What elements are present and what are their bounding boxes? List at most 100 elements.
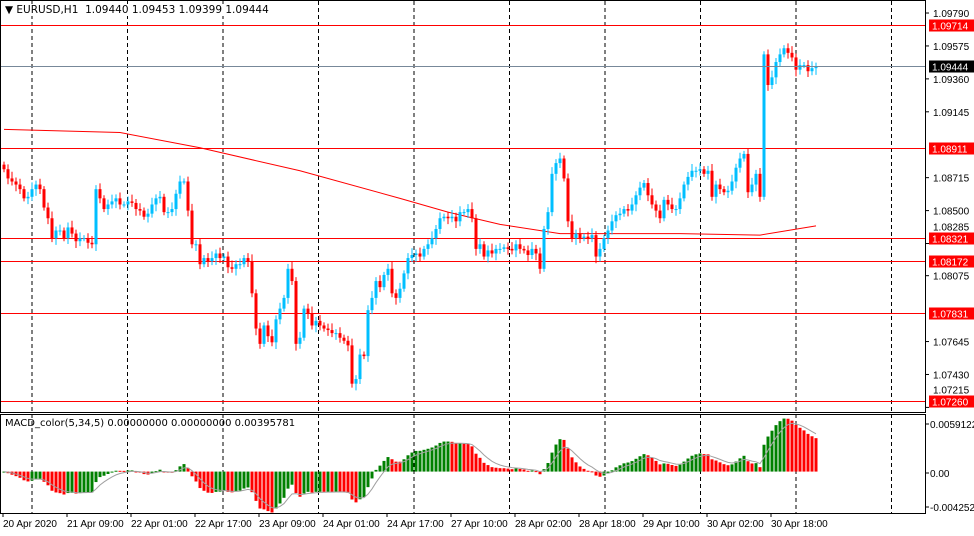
candle-body (122, 204, 126, 206)
collapse-triangle-icon[interactable]: ▼ (5, 4, 14, 16)
candle-body (638, 187, 642, 196)
candle (742, 150, 746, 162)
macd-histogram-bar (206, 471, 210, 493)
time-tick-label: 24 Apr 17:00 (387, 519, 444, 530)
candle (726, 185, 730, 199)
macd-histogram-bar (282, 471, 286, 498)
candle (546, 207, 550, 235)
candle-body (374, 281, 378, 298)
macd-histogram-bar (226, 471, 230, 492)
candle-body (326, 328, 330, 331)
macd-histogram-bar (578, 466, 582, 472)
candle (222, 253, 226, 262)
candle (734, 163, 738, 189)
candle-body (346, 340, 350, 346)
candle-body (530, 248, 534, 256)
candle-body (722, 189, 726, 193)
candle (78, 232, 82, 247)
macd-histogram-bar (770, 430, 774, 472)
candle (106, 199, 110, 215)
candle (134, 198, 138, 216)
macd-histogram-bar (654, 460, 658, 472)
macd-histogram-bar (58, 471, 62, 494)
macd-histogram-bar (458, 443, 462, 472)
candle-body (594, 235, 598, 257)
candle (342, 334, 346, 344)
candle-body (298, 337, 302, 344)
macd-histogram-bar (546, 463, 550, 472)
candle-body (78, 238, 82, 242)
candle-body (234, 264, 238, 269)
candle (46, 202, 50, 225)
candle (322, 322, 326, 332)
candle-body (422, 248, 426, 257)
candle-body (798, 65, 802, 70)
level-price-tag (929, 142, 974, 155)
candle (66, 222, 70, 244)
candle (446, 211, 450, 225)
candle (210, 251, 214, 266)
candle (282, 294, 286, 312)
candle (50, 211, 54, 243)
macd-histogram-bar (258, 471, 262, 509)
candle-body (658, 210, 662, 219)
candle (150, 197, 154, 218)
macd-histogram-bar (82, 471, 86, 493)
macd-histogram-bar (742, 455, 746, 472)
candle-body (474, 218, 478, 249)
candle-body (630, 204, 634, 211)
level-price-label: 1.07260 (932, 398, 969, 409)
candle-body (578, 233, 582, 239)
macd-histogram-bar (634, 458, 638, 472)
candle-body (662, 199, 666, 219)
candle (442, 213, 446, 222)
level-price-label: 1.08911 (932, 145, 968, 156)
macd-histogram-bar (122, 470, 126, 472)
candle (346, 335, 350, 352)
macd-histogram-bar (554, 444, 558, 472)
candle-body (406, 258, 410, 274)
candle-body (566, 178, 570, 222)
candle-body (814, 66, 818, 69)
chart-title: ▼ EURUSD,H1 1.09440 1.09453 1.09399 1.09… (5, 4, 271, 16)
macd-histogram-bar (314, 471, 318, 492)
macd-histogram-bar (450, 441, 454, 472)
macd-histogram-bar (350, 471, 354, 500)
macd-histogram-bar (378, 465, 382, 472)
candle-body (306, 308, 310, 314)
candle-body (130, 201, 134, 203)
macd-histogram-bar (302, 471, 306, 494)
candle (770, 70, 774, 89)
candle (306, 303, 310, 320)
candle-body (670, 204, 674, 210)
candle (606, 225, 610, 244)
candle-body (262, 325, 266, 344)
candle-body (646, 183, 650, 196)
macd-histogram-bar (638, 456, 642, 472)
macd-histogram-bar (174, 470, 178, 472)
candle (302, 305, 306, 341)
candle-body (586, 236, 590, 239)
macd-histogram-bar (414, 450, 418, 472)
time-tick-label: 20 Apr 2020 (3, 519, 57, 530)
candle-body (166, 212, 170, 214)
candle (650, 188, 654, 209)
candle (510, 242, 514, 255)
candle (190, 203, 194, 249)
candle-body (446, 216, 450, 219)
candle (674, 205, 678, 216)
candle-body (534, 248, 538, 254)
candle (270, 329, 274, 347)
candle (538, 247, 542, 274)
macd-histogram-bar (726, 465, 730, 472)
moving-average-line (3, 128, 817, 236)
candle (746, 149, 750, 199)
symbol-label: EURUSD,H1 (16, 4, 79, 16)
macd-histogram-bar (502, 468, 506, 472)
candle-body (770, 77, 774, 86)
candle (630, 197, 634, 215)
candle-body (342, 337, 346, 341)
macd-histogram-bar (522, 469, 526, 472)
